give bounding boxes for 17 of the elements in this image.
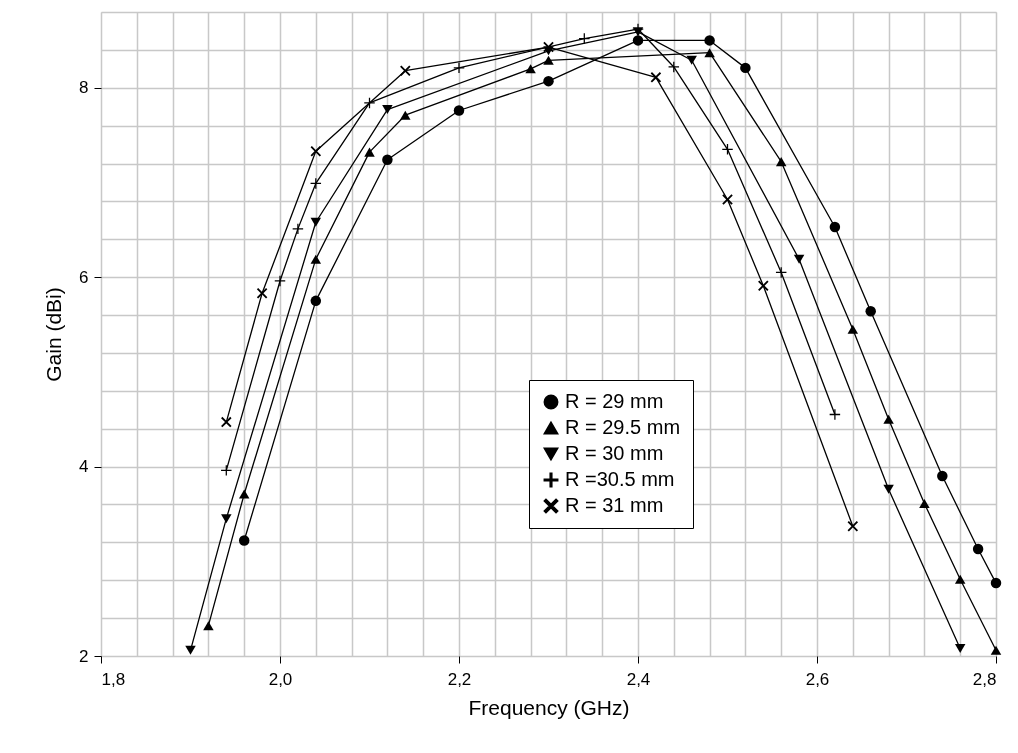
legend-label: R = 31 mm (565, 494, 664, 516)
y-tick-label: 4 (79, 457, 89, 477)
y-tick-label: 2 (79, 646, 89, 666)
legend-label: R =30.5 mm (565, 468, 675, 490)
x-axis-title: Frequency (GHz) (468, 695, 630, 719)
legend-label: R = 30 mm (565, 442, 664, 464)
x-tick-label: 2,2 (447, 669, 472, 689)
x-tick-label: 1,8 (101, 669, 126, 689)
x-tick-label: 2,0 (268, 669, 293, 689)
x-tick-label: 2,8 (972, 669, 997, 689)
y-axis-title: Gain (dBi) (42, 287, 66, 382)
x-tick-label: 2,4 (626, 669, 651, 689)
legend-label: R = 29.5 mm (565, 416, 681, 438)
y-tick-label: 6 (79, 267, 89, 287)
y-tick-label: 8 (79, 78, 89, 98)
x-tick-label: 2,6 (805, 669, 830, 689)
legend-label: R = 29 mm (565, 390, 664, 412)
